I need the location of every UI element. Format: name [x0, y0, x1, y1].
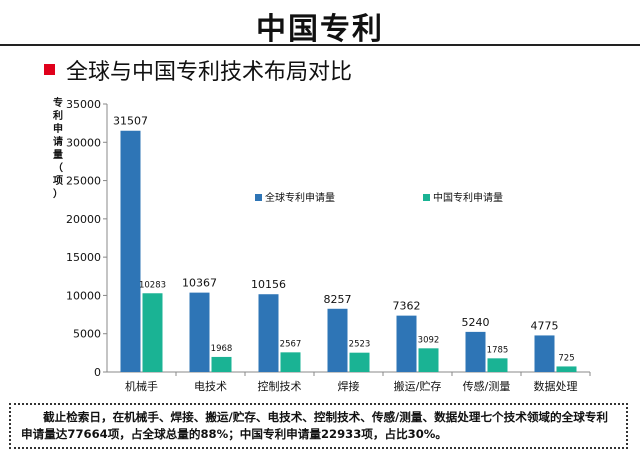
- bar-china: [349, 352, 370, 372]
- y-tick-label: 15000: [66, 251, 101, 264]
- y-axis-label: 专利申请量（项）: [53, 96, 63, 200]
- slide-title: 中国专利: [256, 12, 384, 47]
- y-axis-ticks: 0 5000 10000 15000 20000 25000 30000 35000: [66, 98, 107, 379]
- x-tick-label: 搬运/贮存: [394, 379, 442, 393]
- title-divider: [0, 44, 640, 46]
- bar-china: [280, 352, 301, 372]
- bar-chart: 专利申请量（项） 0 5000 10000 15000 20000 25000 30000 3…: [53, 96, 591, 393]
- x-tick-label: 电技术: [194, 380, 227, 393]
- bar-global: [534, 335, 555, 372]
- data-label-china: 10283: [139, 280, 166, 290]
- bar-global: [396, 315, 417, 372]
- data-label-china: 1968: [211, 344, 233, 354]
- bar-global: [258, 294, 279, 372]
- bullet-square-icon: [44, 64, 55, 75]
- y-tick-label: 35000: [66, 98, 101, 111]
- bar-china: [556, 366, 577, 372]
- legend-label-china: 中国专利申请量: [433, 191, 503, 204]
- data-label-global: 10367: [182, 277, 217, 290]
- bar-china: [418, 348, 439, 372]
- bar-china: [211, 356, 232, 372]
- data-label-global: 7362: [393, 300, 421, 313]
- bar-series: 31507 10283 10367 1968 10156 2567 8257 2523 7362…: [113, 115, 577, 372]
- y-axis-title: 专利申请量（项）: [53, 96, 63, 200]
- x-tick-label: 机械手: [125, 379, 158, 393]
- legend-label-global: 全球专利申请量: [265, 191, 335, 204]
- bar-global: [327, 308, 348, 372]
- y-tick-label: 5000: [73, 328, 101, 341]
- x-tick-label: 控制技术: [258, 379, 302, 393]
- data-label-global: 5240: [462, 316, 490, 329]
- data-label-china: 2523: [349, 340, 371, 350]
- y-tick-label: 10000: [66, 289, 101, 302]
- y-tick-label: 20000: [66, 213, 101, 226]
- y-tick-label: 0: [94, 366, 101, 379]
- chart-legend: 全球专利申请量 中国专利申请量: [255, 191, 503, 204]
- y-tick-label: 30000: [66, 136, 101, 149]
- x-tick-label: 传感/测量: [463, 380, 511, 393]
- chart-axes: [106, 104, 590, 373]
- x-tick-label: 数据处理: [534, 379, 578, 393]
- footnote-text: 截止检索日，在机械手、焊接、搬运/贮存、电技术、控制技术、传感/测量、数据处理七…: [21, 410, 608, 441]
- legend-swatch-global: [255, 194, 262, 201]
- data-label-global: 8257: [324, 293, 352, 306]
- bar-global: [189, 292, 210, 372]
- x-axis-labels: 机械手 电技术 控制技术 焊接 搬运/贮存 传感/测量 数据处理: [125, 372, 591, 393]
- data-label-china: 725: [558, 353, 574, 363]
- slide-subtitle: 全球与中国专利技术布局对比: [66, 60, 353, 85]
- data-label-china: 3092: [418, 335, 440, 345]
- data-label-global: 4775: [531, 319, 559, 332]
- y-tick-label: 25000: [66, 175, 101, 188]
- bar-china: [142, 293, 163, 372]
- data-label-global: 31507: [113, 115, 148, 128]
- footnote-box: 截止检索日，在机械手、焊接、搬运/贮存、电技术、控制技术、传感/测量、数据处理七…: [9, 403, 628, 449]
- legend-swatch-china: [423, 194, 430, 201]
- data-label-china: 2567: [280, 339, 302, 349]
- x-tick-label: 焊接: [338, 379, 360, 393]
- bar-global: [120, 130, 141, 372]
- bar-global: [465, 331, 486, 372]
- data-label-china: 1785: [487, 345, 509, 355]
- data-label-global: 10156: [251, 278, 286, 291]
- bar-china: [487, 358, 508, 372]
